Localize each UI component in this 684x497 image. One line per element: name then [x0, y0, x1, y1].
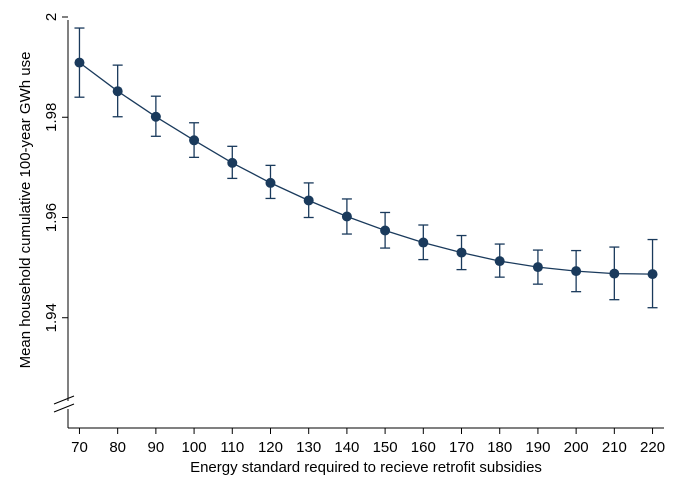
x-axis-label: Energy standard required to recieve retr… [190, 459, 542, 476]
y-tick-label: 2 [43, 13, 60, 21]
y-axis-break-mark [53, 395, 75, 405]
x-tick-label: 160 [411, 439, 436, 456]
x-tick-label: 90 [148, 439, 165, 456]
data-point [265, 177, 276, 188]
data-point [341, 211, 352, 222]
x-tick-label: 110 [220, 439, 244, 456]
series-line [79, 62, 653, 275]
data-point [189, 135, 200, 146]
x-tick-label: 70 [71, 439, 88, 456]
x-tick-label: 120 [258, 439, 283, 456]
y-tick-label: 1.96 [43, 203, 60, 232]
data-point [227, 157, 238, 168]
data-point [532, 262, 543, 273]
data-point [380, 225, 391, 236]
y-tick-label: 1.94 [43, 303, 60, 332]
data-point [494, 256, 505, 267]
series-points [74, 57, 658, 280]
y-axis-break-mark [53, 403, 75, 413]
series-lines [79, 62, 653, 275]
data-point [571, 266, 582, 277]
x-tick-label: 200 [564, 439, 589, 456]
data-point [456, 247, 467, 258]
data-point [303, 195, 314, 206]
x-tick-label: 150 [373, 439, 398, 456]
data-point [647, 269, 658, 280]
x-tick-label: 190 [525, 439, 550, 456]
x-tick-label: 80 [109, 439, 126, 456]
data-point [112, 86, 123, 97]
x-tick-label: 180 [487, 439, 512, 456]
data-point [74, 57, 85, 68]
y-tick-label: 1.98 [43, 103, 60, 132]
y-axis-label: Mean household cumulative 100-year GWh u… [17, 52, 34, 369]
data-point [609, 268, 620, 279]
x-tick-label: 140 [334, 439, 359, 456]
axes: 1.94 1.96 1.98 2 70 80 90 100 110 120 130 140 150 160… [43, 13, 665, 456]
x-tick-label: 220 [640, 439, 665, 456]
x-tick-label: 210 [602, 439, 627, 456]
data-point [418, 237, 429, 248]
x-tick-label: 100 [182, 439, 207, 456]
x-tick-label: 170 [449, 439, 474, 456]
x-tick-label: 130 [296, 439, 321, 456]
data-point [150, 111, 161, 122]
